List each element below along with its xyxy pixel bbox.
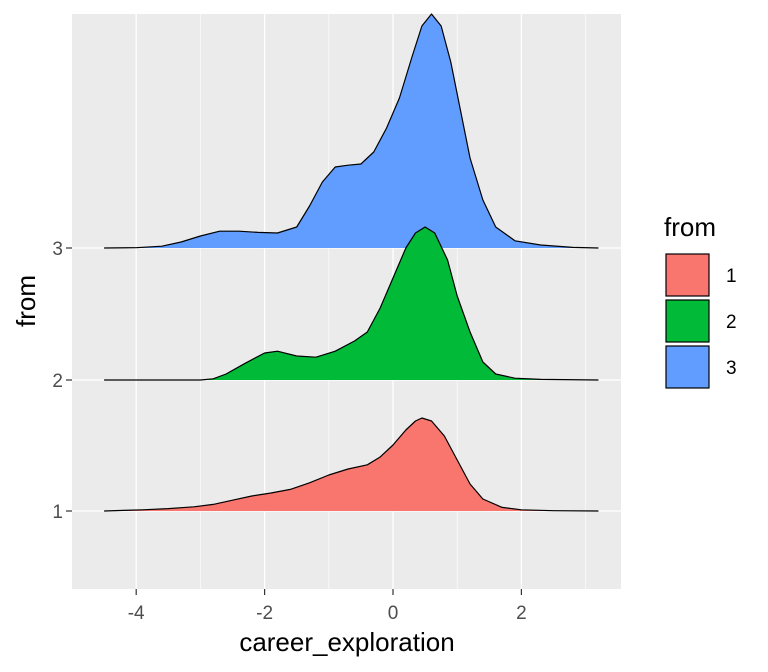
legend-label-2: 2 <box>726 312 737 333</box>
legend-label-1: 1 <box>726 266 737 287</box>
x-tick-label: 2 <box>516 603 527 624</box>
legend-label-3: 3 <box>726 358 737 379</box>
legend-key-3 <box>665 345 710 389</box>
legend-title: from <box>664 212 716 242</box>
x-axis: -4 -2 0 2 <box>128 589 527 624</box>
y-tick-label: 1 <box>52 502 63 523</box>
y-axis: 1 2 3 <box>52 239 72 523</box>
ridge-outline-1 <box>104 417 599 512</box>
ridge-area-1 <box>104 418 599 511</box>
y-axis-title: from <box>11 275 41 327</box>
y-tick-label: 2 <box>52 371 63 392</box>
x-tick-label: 0 <box>388 603 399 624</box>
ridge-outline-2 <box>104 226 599 381</box>
legend-key-2 <box>665 299 710 343</box>
ridge-area-2 <box>104 227 599 380</box>
x-tick-label: -4 <box>128 603 145 624</box>
ridge-area-3 <box>104 14 599 248</box>
ridges <box>104 13 599 512</box>
ridge-outline-3 <box>104 13 599 249</box>
legend-key-1 <box>665 253 710 297</box>
x-axis-title: career_exploration <box>239 627 454 657</box>
y-tick-label: 3 <box>52 239 63 260</box>
legend: from 1 2 3 <box>664 212 737 389</box>
x-tick-label: -2 <box>256 603 273 624</box>
